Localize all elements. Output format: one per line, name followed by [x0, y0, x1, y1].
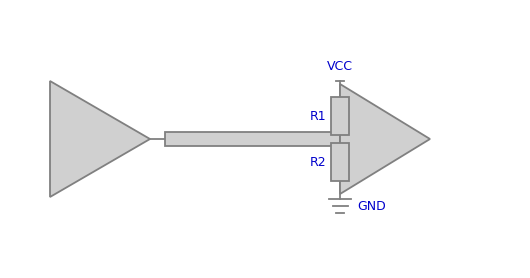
Text: GND: GND: [357, 200, 386, 212]
Text: R1: R1: [310, 110, 326, 123]
Bar: [331, 97, 349, 135]
Text: R2: R2: [310, 155, 326, 168]
Bar: [165, 132, 340, 146]
Bar: [331, 143, 349, 181]
Polygon shape: [50, 81, 150, 197]
Text: VCC: VCC: [327, 60, 353, 73]
Polygon shape: [340, 84, 430, 194]
